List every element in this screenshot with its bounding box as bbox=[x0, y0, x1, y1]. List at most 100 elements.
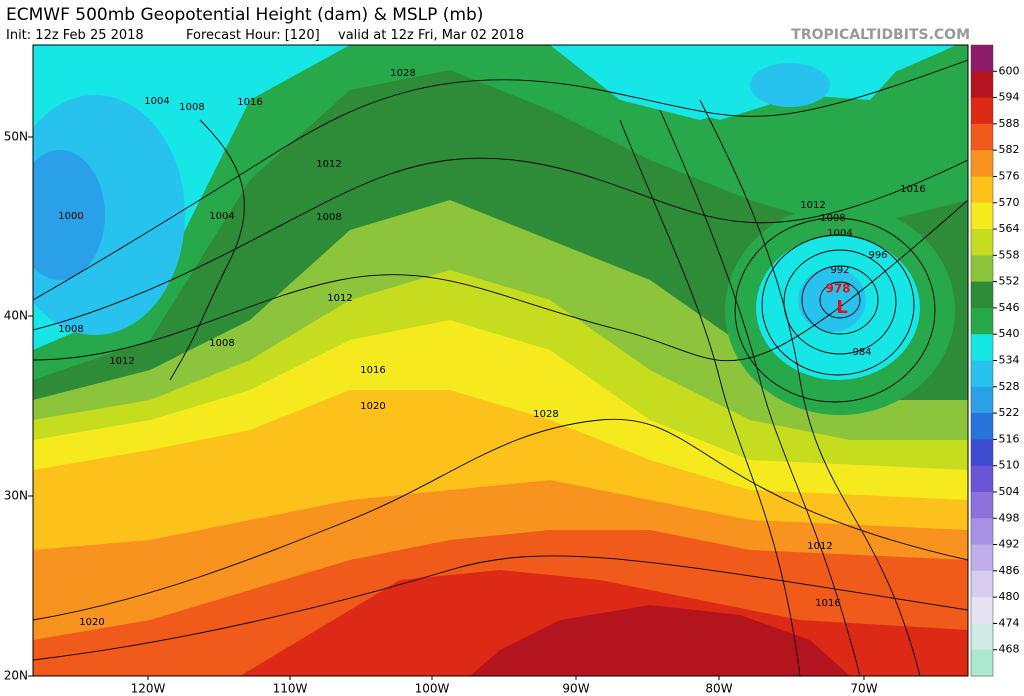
colorbar-swatch bbox=[971, 45, 993, 72]
isobar-label: 996 bbox=[868, 250, 887, 261]
isobar-label: 1028 bbox=[390, 68, 415, 79]
isobar-label: 1000 bbox=[58, 211, 83, 222]
isobar-label: 1016 bbox=[237, 97, 262, 108]
colorbar-swatch bbox=[971, 570, 993, 598]
colorbar-label: 564 bbox=[999, 222, 1020, 235]
colorbar-swatch bbox=[971, 176, 993, 204]
isobar-label: 1012 bbox=[800, 200, 825, 211]
lat-label: 40N bbox=[4, 309, 28, 323]
forecast-hour: Forecast Hour: [120] bbox=[186, 28, 320, 43]
isobar-label: 1004 bbox=[209, 211, 234, 222]
height-fill bbox=[33, 45, 968, 676]
colorbar-label: 480 bbox=[999, 590, 1020, 603]
colorbar-label: 534 bbox=[999, 354, 1020, 367]
low-center: L bbox=[836, 297, 847, 318]
colorbar-swatch bbox=[971, 71, 993, 99]
colorbar-label: 474 bbox=[999, 616, 1020, 629]
colorbar-label: 576 bbox=[999, 169, 1020, 182]
isobar-label: 1012 bbox=[109, 356, 134, 367]
valid-time: valid at 12z Fri, Mar 02 2018 bbox=[338, 28, 524, 43]
lon-label: 110W bbox=[273, 682, 308, 696]
lat-label: 30N bbox=[4, 489, 28, 503]
band bbox=[470, 605, 850, 676]
isobar-label: 1008 bbox=[820, 213, 845, 224]
colorbar-label: 600 bbox=[999, 64, 1020, 77]
colorbar-swatch bbox=[971, 360, 993, 388]
isobar-label: 1016 bbox=[815, 598, 840, 609]
isobar-label: 1008 bbox=[209, 338, 234, 349]
colorbar-label: 510 bbox=[999, 459, 1020, 472]
colorbar-swatch bbox=[971, 413, 993, 440]
colorbar: 600 594 588 582 576 570 564 558 552 546 540 534 528 5… bbox=[970, 44, 1020, 677]
colorbar-swatch bbox=[971, 544, 993, 572]
colorbar-label: 486 bbox=[999, 564, 1020, 577]
colorbar-swatch bbox=[971, 229, 993, 256]
isobar-label: 1028 bbox=[533, 409, 558, 420]
colorbar-label: 492 bbox=[999, 538, 1020, 551]
isobar-label: 1008 bbox=[58, 324, 83, 335]
colorbar-label: 558 bbox=[999, 248, 1020, 261]
colorbar-swatch bbox=[971, 150, 993, 177]
colorbar-swatch bbox=[971, 307, 993, 335]
isobar-label: 1012 bbox=[316, 159, 341, 170]
isobar-label: 1020 bbox=[79, 617, 104, 628]
colorbar-swatch bbox=[971, 255, 993, 283]
colorbar-swatch bbox=[971, 518, 993, 546]
colorbar-swatch bbox=[971, 97, 993, 125]
colorbar-label: 504 bbox=[999, 485, 1020, 498]
colorbar-label: 498 bbox=[999, 511, 1020, 524]
lon-label: 70W bbox=[850, 682, 877, 696]
colorbar-swatch bbox=[971, 202, 993, 230]
colorbar-label: 546 bbox=[999, 301, 1020, 314]
colorbar-label: 516 bbox=[999, 432, 1020, 445]
colorbar-swatch bbox=[971, 123, 993, 151]
isobar-label: 1004 bbox=[827, 228, 852, 239]
colorbar-swatch bbox=[971, 281, 993, 309]
isobar-label: 1020 bbox=[360, 401, 385, 412]
lon-label: 120W bbox=[131, 682, 166, 696]
band bbox=[33, 150, 105, 280]
lat-label: 20N bbox=[4, 669, 28, 683]
lon-label: 90W bbox=[562, 682, 589, 696]
colorbar-label: 552 bbox=[999, 275, 1020, 288]
colorbar-swatch bbox=[971, 386, 993, 414]
isobar-label: 1004 bbox=[144, 96, 169, 107]
colorbar-label: 594 bbox=[999, 91, 1020, 104]
isobar-labels: 1028 1004 1008 1016 1012 1004 1008 1000 1008 1012… bbox=[58, 68, 925, 628]
isobar-label: 984 bbox=[852, 347, 871, 358]
colorbar-swatch bbox=[971, 597, 993, 624]
init-time: Init: 12z Feb 25 2018 bbox=[6, 28, 144, 43]
lon-label: 80W bbox=[705, 682, 732, 696]
band bbox=[750, 63, 830, 107]
isobars bbox=[33, 59, 968, 676]
colorbar-swatch bbox=[971, 649, 993, 677]
colorbar-swatch bbox=[971, 491, 993, 519]
low-pressure: 978 bbox=[825, 282, 850, 296]
isobar-label: 1008 bbox=[179, 102, 204, 113]
watermark: TROPICALTIDBITS.COM bbox=[791, 27, 970, 43]
colorbar-label: 528 bbox=[999, 380, 1020, 393]
colorbar-label: 522 bbox=[999, 406, 1020, 419]
map-frame bbox=[32, 44, 969, 677]
lon-label: 100W bbox=[415, 682, 450, 696]
isobar-label: 1012 bbox=[327, 293, 352, 304]
isobar-label: 1016 bbox=[360, 365, 385, 376]
colorbar-swatch bbox=[971, 334, 993, 361]
isobar-label: 992 bbox=[830, 265, 849, 276]
colorbar-label: 570 bbox=[999, 196, 1020, 209]
isobar-label: 1016 bbox=[900, 184, 925, 195]
isobar-label: 1008 bbox=[316, 212, 341, 223]
isobar-label: 1012 bbox=[807, 541, 832, 552]
colorbar-swatch bbox=[971, 623, 993, 651]
band bbox=[798, 268, 866, 332]
colorbar-swatch bbox=[971, 439, 993, 467]
colorbar-label: 588 bbox=[999, 117, 1020, 130]
colorbar-label: 582 bbox=[999, 143, 1020, 156]
axes: 50N 40N 30N 20N 120W 110W 100W 90W 80W 70W bbox=[4, 130, 878, 696]
colorbar-swatch bbox=[971, 465, 993, 493]
colorbar-label: 468 bbox=[999, 643, 1020, 656]
lat-label: 50N bbox=[4, 130, 28, 144]
title: ECMWF 500mb Geopotential Height (dam) & … bbox=[6, 5, 483, 25]
colorbar-label: 540 bbox=[999, 327, 1020, 340]
